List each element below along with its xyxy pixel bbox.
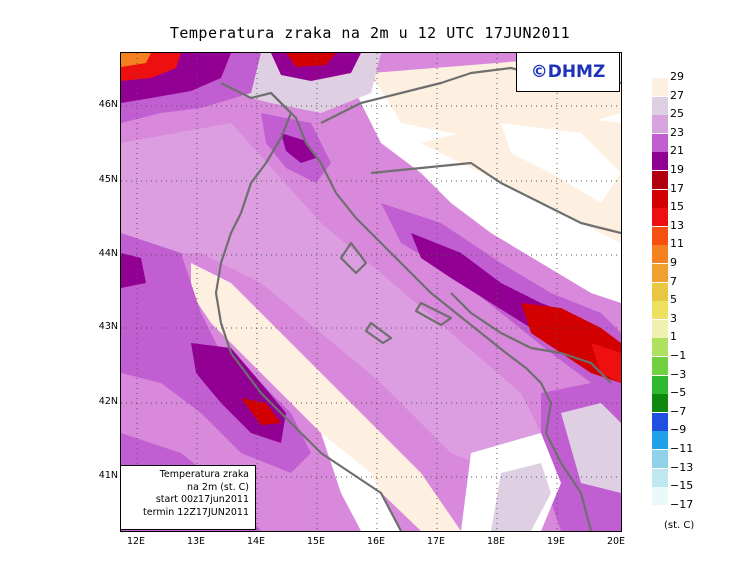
legend-label: 1 bbox=[670, 330, 677, 344]
lon-label-13e: 13E bbox=[186, 536, 206, 547]
lat-label-41n: 41N bbox=[98, 470, 118, 481]
info-line-1: Temperatura zraka bbox=[159, 469, 249, 480]
field-adriatic bbox=[121, 123, 541, 473]
legend-label: 5 bbox=[670, 293, 677, 307]
legend-label: 21 bbox=[670, 144, 684, 158]
gridlines bbox=[121, 53, 621, 531]
map-title: Temperatura zraka na 2m u 12 UTC 17JUN20… bbox=[169, 24, 571, 42]
legend-label: 19 bbox=[670, 163, 684, 176]
lat-label-42n: 42N bbox=[98, 396, 118, 407]
legend-label: −13 bbox=[670, 460, 694, 474]
legend-swatch bbox=[652, 357, 668, 375]
field-italy-hotter bbox=[241, 398, 281, 425]
info-line-4: termin 12Z17JUN2011 bbox=[143, 506, 249, 518]
legend-label: 9 bbox=[670, 256, 677, 269]
island-vis bbox=[364, 321, 393, 345]
legend-label: 29 bbox=[670, 70, 684, 83]
temperature-map bbox=[120, 52, 622, 532]
legend-swatch bbox=[652, 264, 668, 282]
legend-swatch bbox=[652, 412, 668, 431]
lon-label-19e: 19E bbox=[546, 536, 566, 547]
legend-label: −9 bbox=[670, 423, 687, 437]
field-italy-west-hot bbox=[121, 253, 146, 288]
legend-swatch bbox=[652, 431, 668, 450]
legend-swatch bbox=[652, 152, 668, 171]
legend-swatch bbox=[652, 133, 668, 152]
info-line-2: na 2m (st. C) bbox=[187, 481, 249, 493]
lat-label-43n: 43N bbox=[98, 321, 118, 332]
legend-label: 27 bbox=[670, 88, 684, 102]
map-canvas bbox=[121, 53, 621, 531]
legend-label: 13 bbox=[670, 218, 684, 232]
legend-swatch bbox=[652, 319, 668, 338]
sava-border bbox=[370, 161, 621, 235]
legend-swatch bbox=[652, 226, 668, 245]
legend-label: 7 bbox=[670, 274, 677, 288]
bih-border bbox=[450, 292, 612, 384]
field-italy-coast-white bbox=[321, 433, 401, 531]
lon-label-14e: 14E bbox=[246, 536, 266, 547]
lon-label-16e: 16E bbox=[366, 536, 386, 547]
field-italy-coast-pale bbox=[191, 263, 461, 531]
legend-label: −5 bbox=[670, 386, 687, 400]
island-krk bbox=[339, 241, 368, 275]
field-north-hotter bbox=[286, 53, 336, 67]
legend-swatch bbox=[652, 375, 668, 394]
legend-label: −11 bbox=[670, 442, 694, 455]
legend-swatch bbox=[652, 245, 668, 264]
dhmz-brand-box: ©DHMZ bbox=[516, 52, 620, 92]
legend-label: 3 bbox=[670, 311, 677, 325]
legend-swatch bbox=[652, 282, 668, 301]
legend-swatch bbox=[652, 115, 668, 134]
legend-swatch bbox=[652, 394, 668, 413]
legend-swatch bbox=[652, 338, 668, 357]
legend-label: −17 bbox=[670, 497, 694, 511]
lat-label-44n: 44N bbox=[98, 248, 118, 259]
field-interior-white bbox=[501, 123, 621, 203]
field-kvarner-hot bbox=[281, 133, 316, 163]
lat-label-46n: 46N bbox=[98, 99, 118, 110]
lon-label-12e: 12E bbox=[126, 536, 146, 547]
legend-label: −1 bbox=[670, 349, 687, 362]
legend-swatch bbox=[652, 450, 668, 468]
legend-label: 11 bbox=[670, 237, 684, 251]
legend-swatch bbox=[652, 301, 668, 320]
field-northwest-hottest bbox=[121, 53, 151, 67]
island-brac bbox=[414, 301, 453, 327]
info-line-3: start 00z17jun2011 bbox=[155, 494, 249, 505]
legend-label: −7 bbox=[670, 404, 687, 418]
legend-label: 17 bbox=[670, 181, 684, 195]
legend-label: 23 bbox=[670, 125, 684, 139]
legend-label: −3 bbox=[670, 367, 687, 381]
legend-swatch bbox=[652, 96, 668, 115]
legend-swatch bbox=[652, 78, 668, 96]
legend-label: 15 bbox=[670, 200, 684, 214]
legend-unit: (st. C) bbox=[664, 520, 695, 531]
legend-label: 25 bbox=[670, 107, 684, 121]
lon-label-17e: 17E bbox=[426, 536, 446, 547]
balkan-coastline bbox=[270, 92, 593, 531]
field-south-adriatic-pale bbox=[491, 463, 551, 531]
field-montenegro-hottest bbox=[591, 343, 621, 383]
legend-swatch bbox=[652, 171, 668, 189]
lon-label-18e: 18E bbox=[486, 536, 506, 547]
legend-swatch bbox=[652, 189, 668, 208]
legend-label: −15 bbox=[670, 479, 694, 493]
lon-label-15e: 15E bbox=[306, 536, 326, 547]
field-albania-pale bbox=[561, 403, 621, 493]
lat-label-45n: 45N bbox=[98, 174, 118, 185]
lon-label-20e: 20E bbox=[606, 536, 626, 547]
coastlines bbox=[214, 66, 621, 531]
info-box: Temperatura zraka na 2m (st. C) start 00… bbox=[120, 465, 256, 530]
field-montenegro-hotter bbox=[521, 303, 621, 383]
legend-swatch bbox=[652, 208, 668, 227]
legend-swatch bbox=[652, 468, 668, 487]
legend-swatch bbox=[652, 487, 668, 506]
